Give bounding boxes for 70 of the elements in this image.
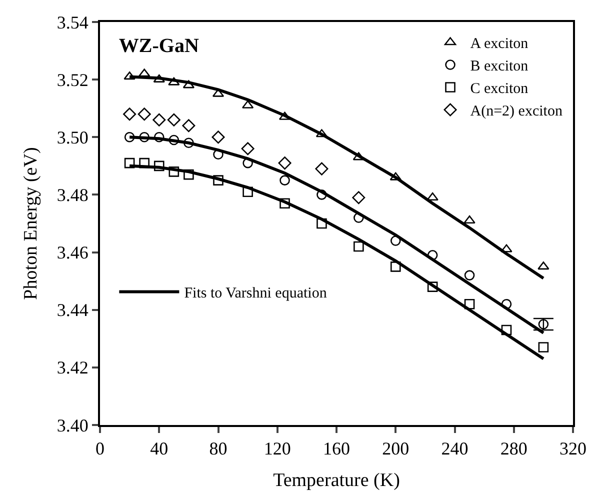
point	[352, 191, 366, 204]
y-tick-label: 3.46	[56, 242, 88, 263]
point	[354, 241, 364, 252]
legend-label: B exciton	[470, 58, 529, 75]
point	[316, 218, 327, 229]
point	[212, 130, 225, 144]
legend-label: C exciton	[470, 81, 529, 98]
point	[184, 138, 194, 148]
y-tick-label: 3.40	[56, 415, 88, 436]
point	[538, 319, 549, 330]
point	[124, 132, 135, 142]
legend-label: Fits to Varshni equation	[184, 286, 328, 302]
point	[123, 108, 136, 121]
point	[124, 158, 135, 168]
point	[538, 342, 549, 352]
point	[500, 244, 512, 252]
point	[390, 236, 401, 246]
point	[278, 156, 292, 170]
x-tick-label: 40	[150, 438, 168, 459]
y-axis-title: Photon Energy (eV)	[20, 147, 42, 300]
point	[280, 198, 290, 208]
point	[184, 169, 194, 180]
x-tick-label: 0	[96, 438, 104, 459]
point	[167, 113, 180, 126]
x-tick-label: 200	[382, 438, 410, 459]
point	[426, 192, 438, 200]
point	[464, 270, 475, 280]
point	[464, 215, 476, 224]
x-tick-label: 120	[264, 438, 291, 459]
point	[538, 262, 550, 270]
point	[182, 119, 196, 132]
point	[242, 158, 253, 168]
x-axis-title: Temperature (K)	[273, 470, 400, 491]
point	[241, 142, 254, 156]
y-tick-label: 3.50	[56, 127, 88, 148]
point	[315, 162, 328, 176]
point	[213, 149, 224, 160]
point	[464, 298, 475, 310]
point	[154, 160, 164, 172]
x-tick-label: 280	[500, 438, 528, 459]
point	[153, 74, 165, 82]
point	[139, 158, 150, 168]
point	[154, 132, 164, 142]
point	[168, 134, 180, 146]
y-tick-label: 3.44	[56, 300, 88, 320]
point	[280, 175, 290, 186]
point	[427, 282, 438, 292]
x-tick-label: 80	[209, 438, 228, 459]
point	[138, 108, 151, 121]
point	[124, 72, 136, 80]
y-tick-label: 3.54	[56, 12, 88, 32]
legend-label: A(n=2) exciton	[470, 104, 563, 120]
x-tick-label: 160	[323, 438, 350, 459]
point	[168, 166, 180, 177]
x-tick-label: 240	[441, 438, 468, 459]
point	[501, 324, 512, 336]
point	[390, 262, 401, 272]
legend-label: A exciton	[470, 36, 529, 52]
y-tick-label: 3.42	[56, 358, 88, 378]
y-tick-label: 3.52	[56, 70, 88, 90]
point	[213, 175, 224, 186]
point	[168, 77, 180, 86]
point	[316, 190, 327, 200]
point	[152, 113, 166, 126]
point	[242, 186, 253, 197]
y-tick-label: 3.48	[56, 185, 88, 206]
point	[139, 132, 150, 142]
x-tick-label: 320	[560, 438, 586, 459]
point	[390, 172, 402, 180]
text: WZ-GaN	[118, 35, 200, 58]
